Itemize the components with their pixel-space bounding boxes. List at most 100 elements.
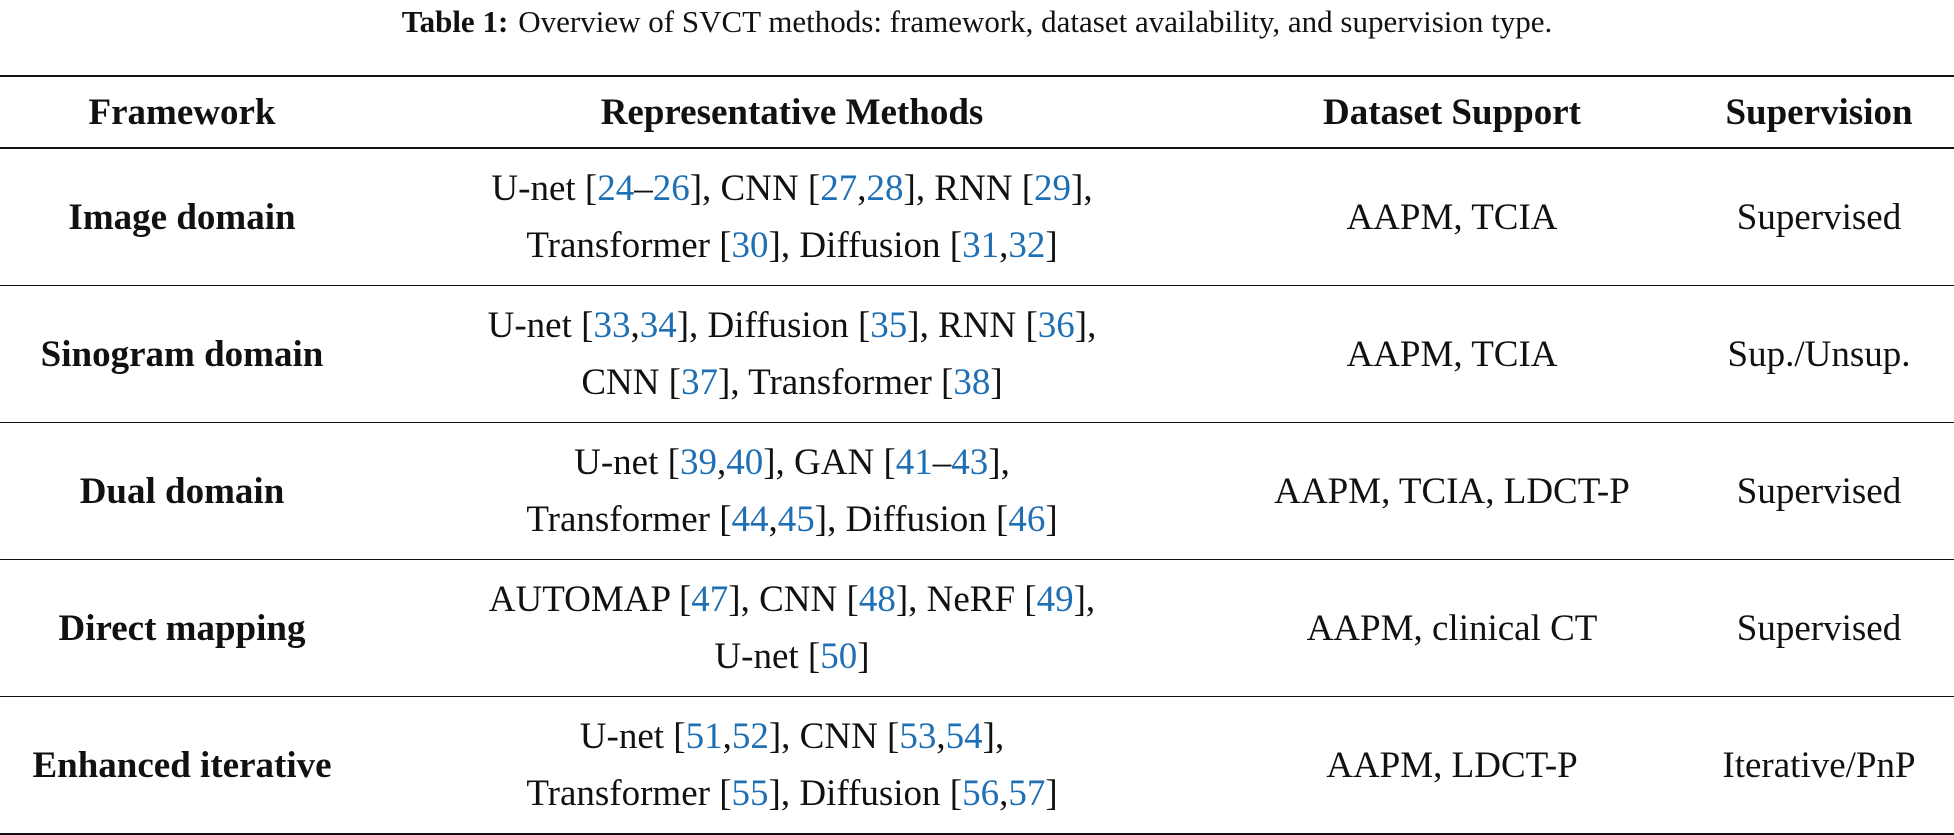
citation[interactable]: 37 — [681, 362, 719, 403]
citation[interactable]: 49 — [1036, 579, 1074, 620]
table-row: Sinogram domain U-net [33,34], Diffusion … — [0, 285, 1954, 423]
citation[interactable]: 56 — [962, 773, 1000, 814]
caption-text: Overview of SVCT methods: framework, dat… — [518, 4, 1553, 39]
citation[interactable]: 48 — [858, 579, 896, 620]
citation[interactable]: 38 — [953, 362, 991, 403]
methods-cell: U-net [51,52], CNN [53,54], Transformer [… — [364, 697, 1220, 835]
method-text: U-net [ — [487, 305, 594, 346]
citation[interactable]: 57 — [1008, 773, 1046, 814]
method-text: – — [932, 442, 952, 483]
citation[interactable]: 46 — [1008, 499, 1046, 540]
method-text: ], RNN [ — [907, 305, 1038, 346]
method-text: ], NeRF [ — [895, 579, 1037, 620]
supervision-cell: Supervised — [1684, 422, 1954, 560]
citation[interactable]: 55 — [731, 773, 769, 814]
method-text: Transformer [ — [526, 499, 732, 540]
methods-cell: AUTOMAP [47], CNN [48], NeRF [49], U-net … — [364, 559, 1220, 697]
header-cell: Framework — [0, 76, 364, 149]
citation[interactable]: 36 — [1037, 305, 1075, 346]
citation[interactable]: 53 — [899, 716, 937, 757]
citation[interactable]: 39 — [679, 442, 717, 483]
framework-cell: Sinogram domain — [0, 285, 364, 423]
citation[interactable]: 30 — [731, 225, 769, 266]
citation[interactable]: 35 — [870, 305, 908, 346]
method-text: ], CNN [ — [768, 716, 900, 757]
methods-cell: U-net [33,34], Diffusion [35], RNN [36],… — [364, 285, 1220, 423]
method-text: ], — [1071, 168, 1093, 209]
method-text: U-net [ — [714, 636, 821, 677]
method-text: ], — [1074, 305, 1097, 346]
citation[interactable]: 34 — [639, 305, 677, 346]
supervision-cell: Sup./Unsup. — [1684, 285, 1954, 423]
header-cell: Dataset Support — [1220, 76, 1684, 149]
method-text: ], RNN [ — [903, 168, 1035, 209]
method-text: U-net [ — [491, 168, 598, 209]
citation[interactable]: 44 — [731, 499, 769, 540]
table-body: Image domain U-net [24–26], CNN [27,28], … — [0, 148, 1954, 834]
dataset-cell: AAPM, TCIA — [1220, 285, 1684, 423]
citation[interactable]: 52 — [731, 716, 769, 757]
method-text: , — [630, 305, 640, 346]
methods-cell: U-net [39,40], GAN [41–43], Transformer [… — [364, 422, 1220, 560]
table-header: Framework Representative Methods Dataset… — [0, 76, 1954, 149]
citation[interactable]: 54 — [945, 716, 983, 757]
method-text: CNN [ — [581, 362, 682, 403]
methods-line: AUTOMAP [47], CNN [48], NeRF [49], — [364, 571, 1220, 628]
method-text: – — [634, 168, 653, 209]
citation[interactable]: 50 — [820, 636, 858, 677]
dataset-cell: AAPM, clinical CT — [1220, 559, 1684, 697]
method-text: Transformer [ — [526, 225, 732, 266]
table-row: Dual domain U-net [39,40], GAN [41–43], Tr… — [0, 422, 1954, 560]
methods-line: U-net [51,52], CNN [53,54], — [364, 708, 1220, 765]
framework-cell: Enhanced iterative — [32, 744, 332, 786]
methods-line: U-net [24–26], CNN [27,28], RNN [29], — [364, 160, 1220, 217]
citation[interactable]: 40 — [726, 442, 764, 483]
framework-cell: Direct mapping — [0, 559, 364, 697]
citation[interactable]: 28 — [866, 168, 904, 209]
methods-cell: U-net [24–26], CNN [27,28], RNN [29], Tra… — [364, 148, 1220, 286]
dataset-cell: AAPM, TCIA — [1220, 148, 1684, 286]
citation[interactable]: 33 — [593, 305, 631, 346]
citation[interactable]: 27 — [820, 168, 858, 209]
framework-cell: Image domain — [0, 148, 364, 286]
table-row: Direct mapping AUTOMAP [47], CNN [48], Ne… — [0, 559, 1954, 697]
method-text: , — [999, 773, 1009, 814]
citation[interactable]: 32 — [1008, 225, 1046, 266]
method-text: U-net [ — [579, 716, 686, 757]
method-text: ] — [1045, 225, 1058, 266]
method-text: ], — [988, 442, 1010, 483]
citation[interactable]: 45 — [777, 499, 815, 540]
method-text: , — [857, 168, 867, 209]
method-text: , — [768, 499, 778, 540]
method-text: AUTOMAP [ — [488, 579, 692, 620]
method-text: Transformer [ — [526, 773, 732, 814]
citation[interactable]: 29 — [1034, 168, 1072, 209]
citation[interactable]: 31 — [962, 225, 1000, 266]
method-text: ], CNN [ — [689, 168, 821, 209]
method-text: ] — [1045, 499, 1058, 540]
citation[interactable]: 24 — [597, 168, 635, 209]
header-cell: Representative Methods — [364, 76, 1220, 149]
method-text: ], — [1073, 579, 1096, 620]
method-text: , — [716, 442, 727, 483]
method-text: , — [999, 225, 1009, 266]
supervision-cell: Supervised — [1684, 559, 1954, 697]
citation[interactable]: 47 — [691, 579, 729, 620]
methods-line: Transformer [30], Diffusion [31,32] — [364, 217, 1220, 274]
supervision-cell: Iterative/PnP — [1722, 744, 1916, 786]
table-row: Enhanced iterative U-net [51,52], CNN [53… — [0, 697, 1954, 835]
citation[interactable]: 41 — [895, 442, 933, 483]
methods-line: U-net [39,40], GAN [41–43], — [364, 434, 1220, 491]
citation[interactable]: 51 — [685, 716, 723, 757]
citation[interactable]: 26 — [652, 168, 690, 209]
citation[interactable]: 43 — [951, 442, 989, 483]
dataset-cell: AAPM, TCIA, LDCT-P — [1220, 422, 1684, 560]
method-text: ], CNN [ — [728, 579, 859, 620]
method-text: U-net [ — [574, 442, 680, 483]
method-text: ], Diffusion [ — [768, 225, 963, 266]
table-row: Image domain U-net [24–26], CNN [27,28], … — [0, 148, 1954, 286]
table: Framework Representative Methods Dataset… — [0, 75, 1954, 835]
method-text: ], Diffusion [ — [814, 499, 1009, 540]
method-text: ] — [1045, 773, 1058, 814]
